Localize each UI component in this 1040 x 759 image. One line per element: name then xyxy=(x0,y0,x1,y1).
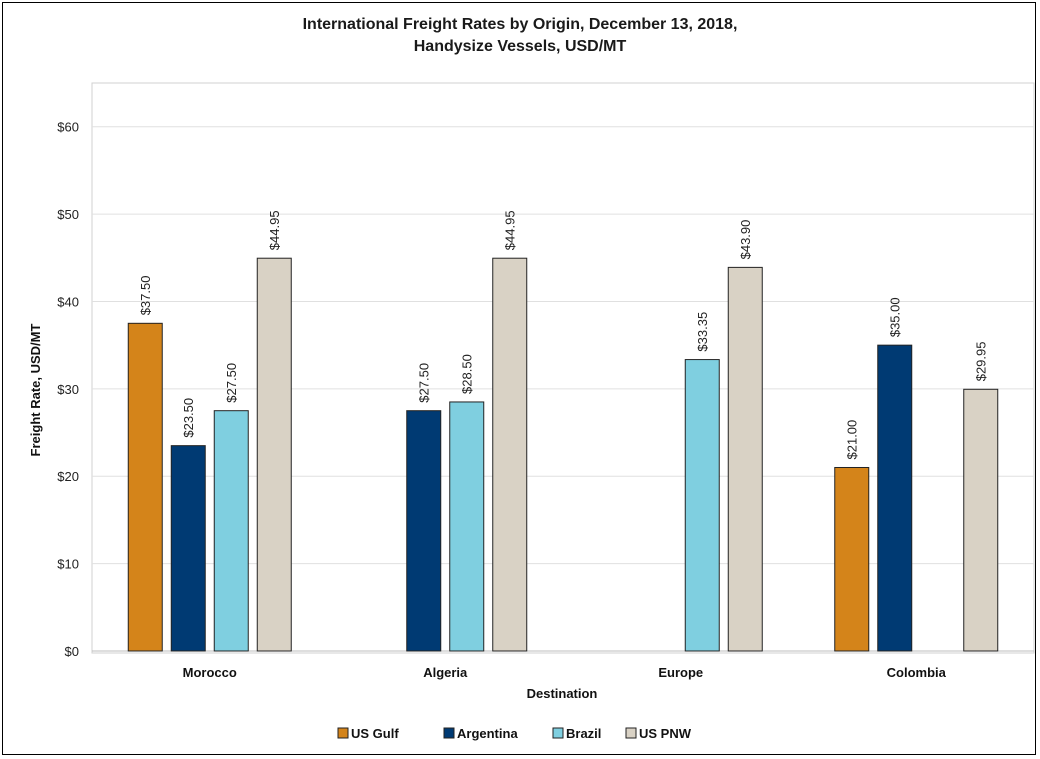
y-tick-label: $0 xyxy=(65,644,79,659)
legend-swatch xyxy=(625,727,637,739)
y-tick-label: $50 xyxy=(57,207,79,222)
plot-area-border xyxy=(91,82,1035,654)
bar-brazil xyxy=(449,401,485,652)
legend-label: Argentina xyxy=(457,726,518,741)
data-label: $35.00 xyxy=(888,297,903,337)
legend-swatch xyxy=(552,727,564,739)
x-axis-title: Destination xyxy=(527,686,598,701)
y-tick-label: $20 xyxy=(57,469,79,484)
bar-us-pnw xyxy=(492,257,528,652)
data-label: $44.95 xyxy=(503,210,518,250)
legend-swatch xyxy=(443,727,455,739)
bar-argentina xyxy=(877,344,913,652)
x-axis-categories: Morocco Algeria Europe Colombia xyxy=(183,665,947,680)
bar-us-gulf xyxy=(127,322,163,652)
x-category-label: Colombia xyxy=(887,665,947,680)
y-axis-title: Freight Rate, USD/MT xyxy=(28,323,43,456)
bars xyxy=(127,257,999,652)
data-label: $37.50 xyxy=(138,276,153,316)
legend-label: US PNW xyxy=(639,726,692,741)
bar-brazil xyxy=(213,410,249,652)
data-label: $28.50 xyxy=(460,354,475,394)
data-label: $27.50 xyxy=(417,363,432,403)
legend: US Gulf Argentina Brazil US PNW xyxy=(337,726,692,741)
data-label: $29.95 xyxy=(974,342,989,382)
legend-label: US Gulf xyxy=(351,726,399,741)
legend-swatch xyxy=(337,727,349,739)
bar-us-gulf xyxy=(834,466,870,652)
data-label: $44.95 xyxy=(267,210,282,250)
bar-argentina xyxy=(170,445,206,652)
legend-label: Brazil xyxy=(566,726,601,741)
gridlines xyxy=(92,126,1034,652)
data-label: $33.35 xyxy=(695,312,710,352)
y-tick-label: $40 xyxy=(57,294,79,309)
chart-title-line2: Handysize Vessels, USD/MT xyxy=(413,38,627,55)
bar-argentina xyxy=(406,410,442,652)
data-labels: $37.50 $23.50 $27.50 $44.95 $27.50 $28.50 $44.… xyxy=(138,210,989,459)
data-label: $23.50 xyxy=(181,398,196,438)
x-category-label: Europe xyxy=(658,665,703,680)
data-label: $27.50 xyxy=(224,363,239,403)
y-tick-label: $60 xyxy=(57,120,79,135)
y-tick-label: $30 xyxy=(57,382,79,397)
bar-us-pnw xyxy=(727,266,763,652)
y-axis-ticks: $0 $10 $20 $30 $40 $50 $60 xyxy=(57,120,79,659)
chart-title: International Freight Rates by Origin, D… xyxy=(0,14,1040,58)
data-label: $21.00 xyxy=(845,420,860,460)
bar-us-pnw xyxy=(963,388,999,652)
data-label: $43.90 xyxy=(738,220,753,260)
chart-title-line1: International Freight Rates by Origin, D… xyxy=(302,16,738,33)
bar-us-pnw xyxy=(256,257,292,652)
bar-brazil xyxy=(684,359,720,652)
x-category-label: Algeria xyxy=(423,665,468,680)
x-category-label: Morocco xyxy=(183,665,237,680)
y-tick-label: $10 xyxy=(57,557,79,572)
